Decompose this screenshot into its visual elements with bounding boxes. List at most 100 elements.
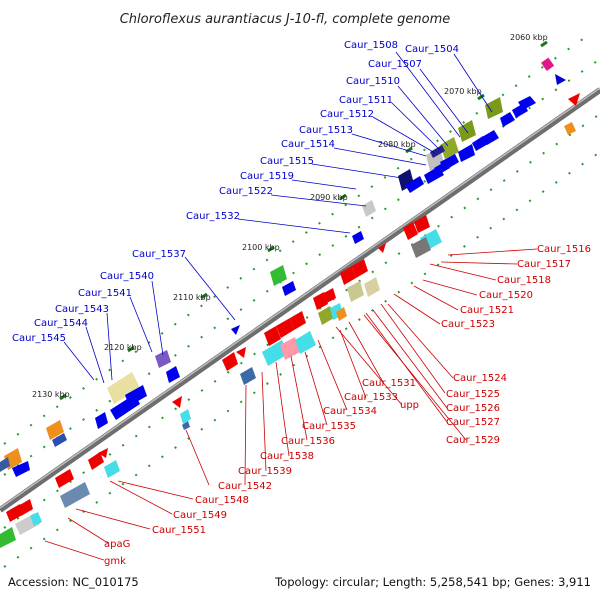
gene-arrow [336, 307, 347, 321]
gene-label: Caur_1532 [186, 211, 240, 222]
gene-arrow [318, 306, 334, 325]
gene-arrow [378, 243, 386, 253]
gene-label: Caur_1535 [302, 421, 356, 432]
gene-label: Caur_1507 [368, 59, 422, 70]
gene-label: Caur_1518 [497, 275, 551, 286]
gene-label: Caur_1538 [260, 451, 314, 462]
plus-strand-gene-labels: Caur_1504 Caur_1507 Caur_1508 Caur_1510 … [12, 40, 459, 344]
gene-arrow [231, 325, 240, 335]
gene-label: Caur_1514 [281, 139, 335, 150]
gene-arrow [282, 281, 296, 296]
gene-label: Caur_1527 [446, 417, 500, 428]
gene-label: Caur_1536 [281, 436, 335, 447]
gene-label: Caur_1508 [344, 40, 398, 51]
gene-label: Caur_1515 [260, 156, 314, 167]
minus-strand-gene-labels: Caur_1516 Caur_1517 Caur_1518 Caur_1520 … [104, 244, 591, 567]
kbp-tick-2060: 2060 kbp [510, 33, 548, 48]
gene-arrow [295, 331, 316, 354]
minus-strand-features [0, 93, 580, 548]
gene-label: Caur_1522 [219, 186, 273, 197]
accession-text: Accession: NC_010175 [8, 575, 139, 589]
gene-arrow [46, 420, 64, 440]
gene-arrow [180, 409, 191, 424]
gene-arrow [340, 266, 356, 285]
gene-arrow [290, 311, 306, 330]
gene-arrow [364, 277, 380, 297]
gene-arrow [568, 93, 580, 106]
gene-arrow [222, 352, 238, 371]
gene-arrow [88, 452, 104, 470]
kbp-tick-2080: 2080 kbp [378, 140, 416, 154]
gene-label: Caur_1511 [339, 95, 393, 106]
gene-arrow [60, 482, 90, 508]
gene-arrow [98, 448, 108, 458]
gene-label: Caur_1523 [441, 319, 495, 330]
gene-arrow [12, 461, 30, 477]
gene-arrow [240, 367, 256, 385]
gene-label: Caur_1513 [299, 125, 353, 136]
gene-arrow [347, 281, 364, 302]
gene-arrow [125, 385, 147, 406]
gene-arrow [172, 396, 182, 408]
genome-summary-text: Topology: circular; Length: 5,258,541 bp… [274, 575, 591, 589]
gene-arrow [430, 145, 445, 158]
gene-arrow [352, 259, 368, 278]
gene-arrow [264, 326, 281, 346]
gene-arrow [414, 215, 430, 233]
gene-label: Caur_1504 [405, 44, 459, 55]
gene-label: Caur_1519 [240, 171, 294, 182]
kbp-tick-2070: 2070 kbp [444, 87, 485, 101]
kbp-label-2070: 2070 kbp [444, 87, 482, 96]
gene-label: Caur_1531 [362, 378, 416, 389]
kbp-tick-2090: 2090 kbp [310, 193, 348, 202]
gene-arrow [403, 222, 418, 240]
gene-arrow [322, 288, 336, 304]
gene-label: Caur_1512 [320, 109, 374, 120]
gene-arrow [362, 200, 376, 217]
gene-arrow [280, 337, 300, 360]
plus-strand-leaders [63, 51, 493, 384]
kbp-tick-2130: 2130 kbp [32, 390, 70, 401]
gene-arrow [166, 366, 180, 383]
gene-arrow [458, 144, 475, 162]
gene-label: Caur_1542 [218, 481, 272, 492]
gene-arrow [555, 74, 566, 85]
kbp-label-2080: 2080 kbp [378, 140, 416, 149]
gene-label: Caur_1534 [323, 406, 377, 417]
gene-arrow [411, 237, 431, 258]
map-title: Chloroflexus aurantiacus J-10-fl, comple… [120, 12, 451, 27]
gene-label: Caur_1544 [34, 318, 88, 329]
gene-arrow [405, 176, 424, 193]
gene-label: Caur_1524 [453, 373, 507, 384]
gene-arrow [518, 96, 536, 110]
kbp-tick-2110: 2110 kbp [173, 292, 211, 302]
gene-arrow [104, 460, 120, 478]
gene-label: gmk [104, 556, 126, 567]
gene-label: Caur_1539 [238, 466, 292, 477]
gene-label: Caur_1541 [78, 288, 132, 299]
feature-box [541, 57, 555, 71]
gene-arrow [485, 97, 503, 119]
gene-arrow [0, 457, 10, 472]
gene-arrow [270, 265, 287, 286]
gene-label: Caur_1510 [346, 76, 400, 87]
plus-strand-features [0, 57, 566, 477]
gene-label: upp [400, 400, 419, 411]
gene-label: Caur_1540 [100, 271, 154, 282]
kbp-label-2060: 2060 kbp [510, 33, 548, 42]
gene-arrow [434, 161, 450, 175]
gene-label: Caur_1520 [479, 290, 533, 301]
gene-arrow [500, 112, 515, 127]
kbp-tick-2120: 2120 kbp [104, 343, 142, 353]
gene-label: Caur_1526 [446, 403, 500, 414]
gene-label: Caur_1548 [195, 495, 249, 506]
gene-arrow [236, 347, 246, 358]
gene-arrow [95, 412, 108, 429]
gene-label: Caur_1533 [344, 392, 398, 403]
gene-arrow [52, 433, 67, 447]
gene-arrow [55, 469, 74, 488]
gene-label: Caur_1551 [152, 525, 206, 536]
kbp-tick-2100: 2100 kbp [242, 243, 280, 253]
gene-label: Caur_1543 [55, 304, 109, 315]
